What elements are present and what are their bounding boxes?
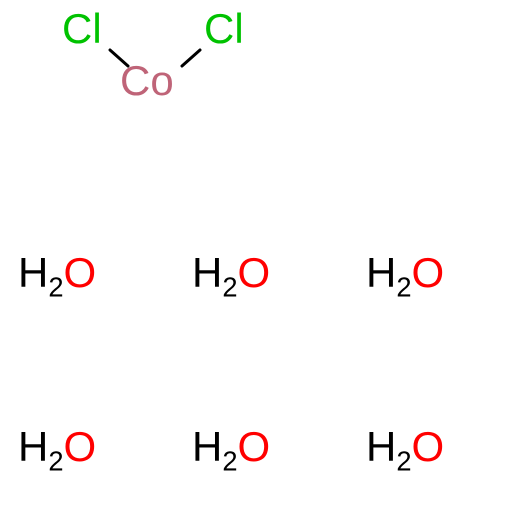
water-o: O — [64, 423, 97, 470]
water-h: H — [18, 423, 48, 470]
atom-co: Co — [120, 60, 174, 102]
water-sub: 2 — [48, 271, 63, 302]
water-5: H2O — [366, 426, 444, 468]
molecule-canvas: Cl Cl Co H2O H2O H2O H2O H2O H2O — [0, 0, 519, 526]
water-sub: 2 — [222, 271, 237, 302]
water-h: H — [366, 423, 396, 470]
water-1: H2O — [192, 252, 270, 294]
water-h: H — [192, 249, 222, 296]
water-sub: 2 — [222, 445, 237, 476]
water-0: H2O — [18, 252, 96, 294]
atom-cl-left: Cl — [62, 8, 102, 50]
water-4: H2O — [192, 426, 270, 468]
water-h: H — [366, 249, 396, 296]
water-h: H — [18, 249, 48, 296]
water-3: H2O — [18, 426, 96, 468]
water-h: H — [192, 423, 222, 470]
bond-1 — [182, 50, 200, 66]
atom-cl-right: Cl — [204, 8, 244, 50]
water-o: O — [238, 249, 271, 296]
water-o: O — [238, 423, 271, 470]
water-sub: 2 — [48, 445, 63, 476]
water-o: O — [412, 249, 445, 296]
water-o: O — [64, 249, 97, 296]
water-sub: 2 — [396, 271, 411, 302]
water-sub: 2 — [396, 445, 411, 476]
water-o: O — [412, 423, 445, 470]
water-2: H2O — [366, 252, 444, 294]
